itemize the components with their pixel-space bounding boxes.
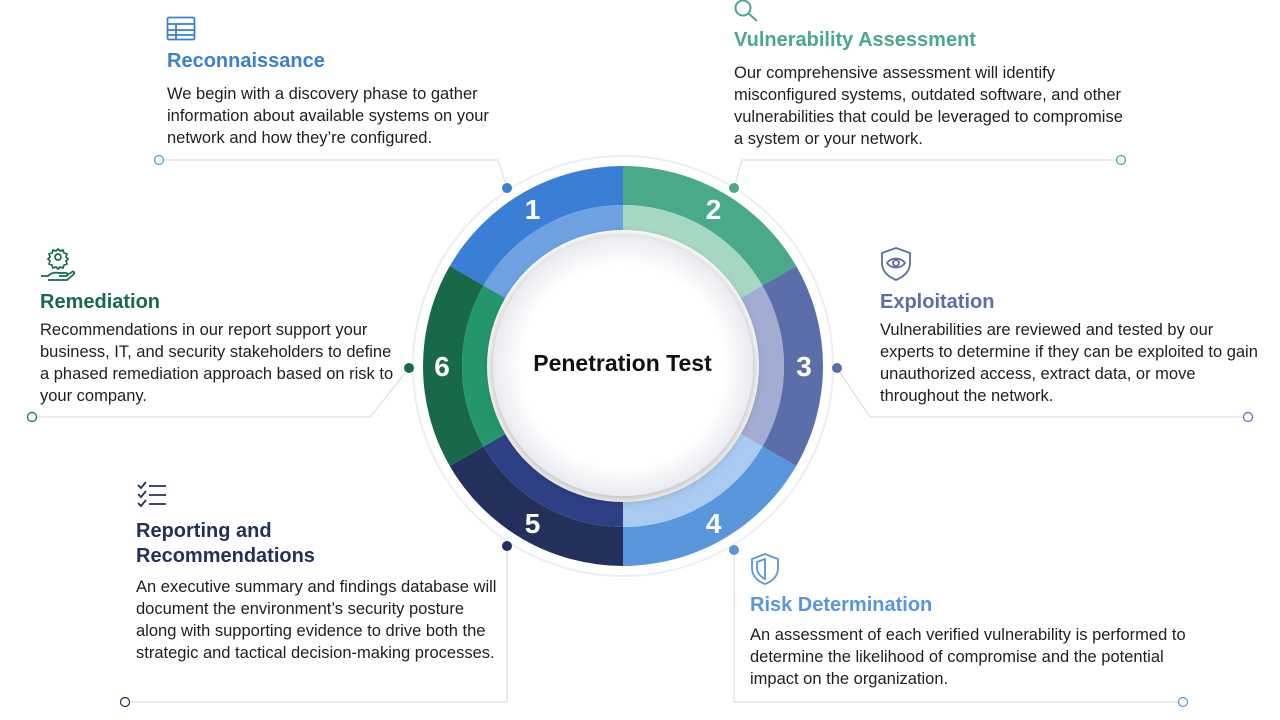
marker-dot-3: [832, 363, 842, 373]
ring-segment-6: [423, 266, 484, 466]
stage-number-1: 1: [525, 194, 541, 225]
stage-4-description: An assessment of each verified vulnerabi…: [750, 626, 1186, 688]
stage-6-description: Recommendations in our report support yo…: [40, 321, 394, 405]
stage-3-description: Vulnerabilities are reviewed and tested …: [880, 321, 1258, 405]
endpoint-dot-3: [1242, 411, 1254, 423]
stage-2-title: Vulnerability Assessment: [734, 29, 976, 51]
marker-dot-2: [729, 183, 739, 193]
ring-segment-4: [623, 446, 797, 566]
stage-number-2: 2: [706, 194, 722, 225]
shield-icon: [749, 552, 781, 591]
ring-inner-segment-4: [623, 434, 763, 527]
stage-5-title: Reporting and Recommendations: [136, 520, 315, 567]
connector-line-6: [32, 367, 410, 418]
stage-number-3: 3: [796, 351, 812, 382]
stage-5-block: Reporting and Recommendations: [136, 519, 366, 569]
stage-4-title: Risk Determination: [750, 594, 933, 616]
center-disc: [493, 236, 753, 496]
connector-line-4: [733, 550, 1183, 703]
stage-6-title: Remediation: [40, 291, 161, 313]
connector-line-5: [125, 546, 508, 703]
marker-dot-4: [729, 545, 739, 555]
stage-number-5: 5: [525, 508, 541, 539]
connector-line-3: [836, 367, 1248, 418]
ring-segment-1: [449, 166, 623, 286]
stage-1-title: Reconnaissance: [167, 50, 325, 72]
stage-6-block: Remediation Recommendations in our repor…: [40, 290, 400, 407]
checklist-icon: [136, 481, 168, 514]
stage-2-block: Vulnerability Assessment Our comprehensi…: [734, 28, 1134, 150]
marker-dot-5: [502, 541, 512, 551]
stage-1-block: Reconnaissance We begin with a discovery…: [167, 49, 517, 149]
ring-inner-segment-5: [483, 434, 623, 527]
ring-inner-segment-6: [462, 285, 506, 447]
ring-inner-segment-3: [740, 285, 784, 447]
stage-3-block: Exploitation Vulnerabilities are reviewe…: [880, 290, 1260, 407]
stage-5-description: An executive summary and findings databa…: [136, 578, 497, 662]
stage-3-title: Exploitation: [880, 291, 995, 313]
endpoint-dot-5: [119, 696, 131, 708]
stage-1-description: We begin with a discovery phase to gathe…: [167, 85, 489, 147]
ring-inner-segment-1: [483, 205, 623, 298]
shield-eye-icon: [879, 246, 913, 287]
connector-line-1: [159, 159, 508, 189]
endpoint-dot-1: [153, 154, 165, 166]
search-icon: [733, 0, 761, 29]
marker-dot-1: [502, 183, 512, 193]
stage-2-description: Our comprehensive assessment will identi…: [734, 64, 1123, 148]
center-label: Penetration Test: [533, 350, 712, 376]
ring-segment-2: [623, 166, 797, 286]
gear-hand-icon: [39, 246, 77, 287]
connector-line-2: [733, 159, 1121, 189]
endpoint-dot-6: [26, 411, 38, 423]
stage-number-6: 6: [434, 351, 450, 382]
ring-segment-5: [449, 446, 623, 566]
stage-number-4: 4: [706, 508, 722, 539]
stage-5-desc-block: An executive summary and findings databa…: [136, 576, 506, 664]
ring-segment-3: [762, 266, 823, 466]
marker-dot-6: [404, 363, 414, 373]
endpoint-dot-2: [1115, 154, 1127, 166]
endpoint-dot-4: [1177, 696, 1189, 708]
stage-4-block: Risk Determination An assessment of each…: [750, 593, 1190, 690]
table-icon: [166, 16, 196, 47]
ring-inner-segment-2: [623, 205, 763, 298]
